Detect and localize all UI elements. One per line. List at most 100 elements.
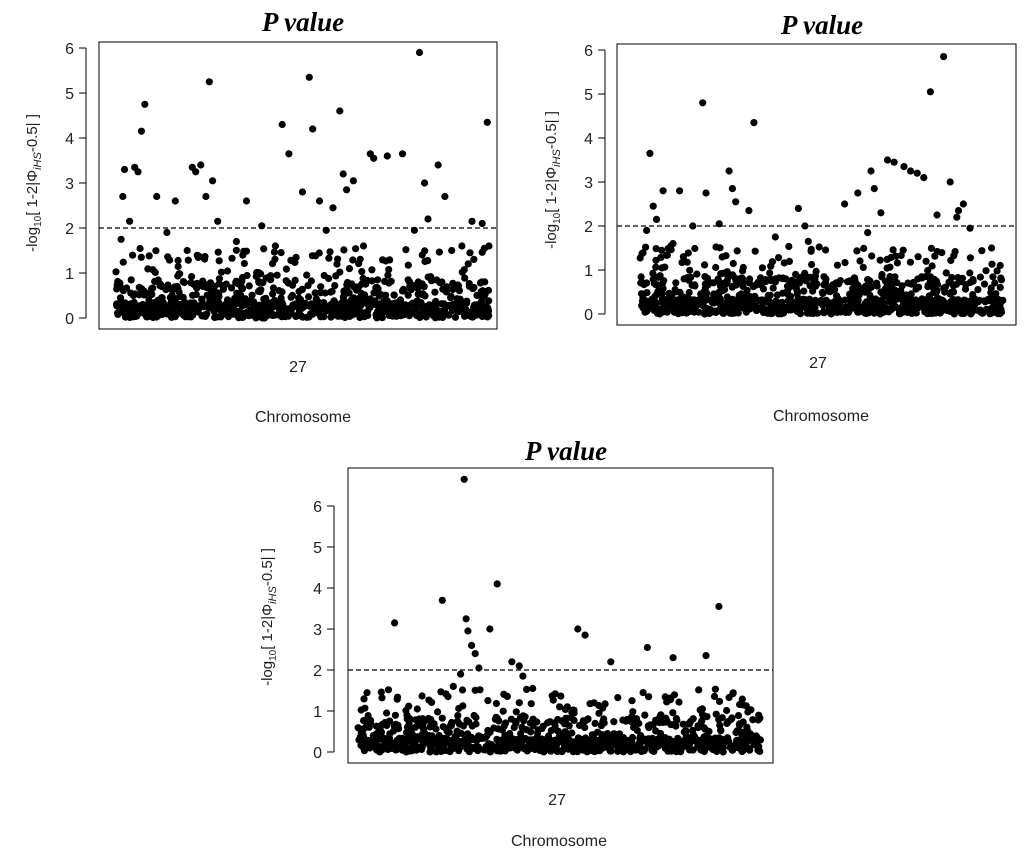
- data-point: [468, 641, 476, 650]
- data-point: [341, 313, 349, 322]
- data-point: [362, 280, 370, 288]
- data-point: [398, 736, 406, 744]
- data-point: [387, 306, 395, 314]
- data-point: [581, 631, 589, 639]
- data-point: [686, 738, 694, 747]
- data-point: [113, 281, 121, 289]
- data-point: [689, 222, 697, 230]
- data-point: [465, 748, 473, 756]
- data-point: [441, 739, 449, 747]
- data-point: [994, 295, 1002, 303]
- data-point: [561, 705, 570, 714]
- data-point: [222, 280, 230, 288]
- data-point: [512, 708, 520, 716]
- data-point: [188, 273, 196, 281]
- data-point: [213, 313, 221, 321]
- data-point: [665, 743, 673, 751]
- data-point: [766, 291, 774, 299]
- data-point: [950, 252, 958, 260]
- data-point: [679, 253, 688, 261]
- data-point: [384, 686, 393, 694]
- data-point: [415, 715, 423, 723]
- data-point: [127, 276, 135, 284]
- data-point: [996, 261, 1004, 270]
- data-point: [988, 260, 996, 268]
- data-point: [715, 299, 723, 307]
- data-point: [643, 301, 652, 309]
- y-axis-label: -log10[ 1-2|ΦiHS-0.5| ]: [24, 114, 44, 252]
- data-point: [738, 695, 746, 703]
- data-point: [457, 670, 465, 678]
- data-point: [772, 297, 780, 305]
- data-point: [388, 739, 396, 748]
- ylabel-end: -0.5| ]: [259, 548, 276, 586]
- y-axis-label: -log10[ 1-2|ΦiHS-0.5| ]: [259, 548, 279, 686]
- data-point: [460, 266, 468, 274]
- ylabel-main: -log: [259, 661, 276, 686]
- data-point: [449, 682, 457, 691]
- data-point: [321, 302, 330, 310]
- data-point: [163, 228, 171, 237]
- data-point: [201, 255, 209, 263]
- data-point: [438, 714, 446, 722]
- data-point: [913, 169, 921, 177]
- data-point: [148, 290, 156, 298]
- data-point: [312, 303, 320, 311]
- data-point: [750, 119, 758, 127]
- data-point: [762, 297, 770, 305]
- data-point: [670, 691, 679, 699]
- data-point: [785, 242, 793, 251]
- data-point: [292, 253, 300, 261]
- data-point: [926, 273, 935, 281]
- data-point: [867, 167, 875, 175]
- data-point: [705, 727, 713, 736]
- data-point: [278, 120, 286, 129]
- data-point: [685, 288, 693, 297]
- data-point: [987, 289, 995, 297]
- data-point: [348, 300, 356, 308]
- data-point: [176, 305, 184, 313]
- data-point: [691, 244, 699, 253]
- data-point: [325, 274, 333, 283]
- data-point: [742, 308, 750, 316]
- data-point: [461, 312, 469, 320]
- data-point: [946, 178, 954, 186]
- data-point: [291, 276, 299, 284]
- data-point: [144, 307, 152, 315]
- data-point: [137, 285, 146, 293]
- data-point: [733, 727, 741, 735]
- data-point: [595, 736, 603, 745]
- data-point: [577, 740, 585, 748]
- data-point: [240, 259, 248, 268]
- data-point: [819, 289, 827, 298]
- data-point: [179, 278, 187, 286]
- data-point: [649, 269, 657, 277]
- data-point: [773, 291, 782, 299]
- data-point: [717, 270, 725, 278]
- data-point: [738, 274, 747, 282]
- data-point: [464, 627, 472, 635]
- scatter-panel-top-right: P value 0 1 2 3 4 5 6 27 Chromosome -log10[ 1-…: [543, 10, 1017, 425]
- data-point: [464, 260, 472, 268]
- data-point: [929, 306, 937, 314]
- y-tick-label: 4: [584, 131, 593, 148]
- data-point: [732, 198, 740, 206]
- data-point: [362, 723, 370, 732]
- data-point: [481, 733, 490, 742]
- data-point: [672, 279, 680, 287]
- data-point: [652, 215, 661, 223]
- data-point: [792, 284, 801, 292]
- data-point: [649, 202, 657, 210]
- data-point: [721, 285, 729, 294]
- data-point: [469, 735, 477, 744]
- data-point: [451, 313, 460, 321]
- data-point: [699, 302, 707, 310]
- data-point: [641, 308, 649, 316]
- data-point: [890, 158, 898, 166]
- y-tick-label: 0: [65, 311, 74, 328]
- data-point: [360, 695, 368, 703]
- data-point: [929, 296, 937, 305]
- data-point: [485, 297, 493, 305]
- data-point: [166, 256, 174, 264]
- data-point: [974, 286, 982, 294]
